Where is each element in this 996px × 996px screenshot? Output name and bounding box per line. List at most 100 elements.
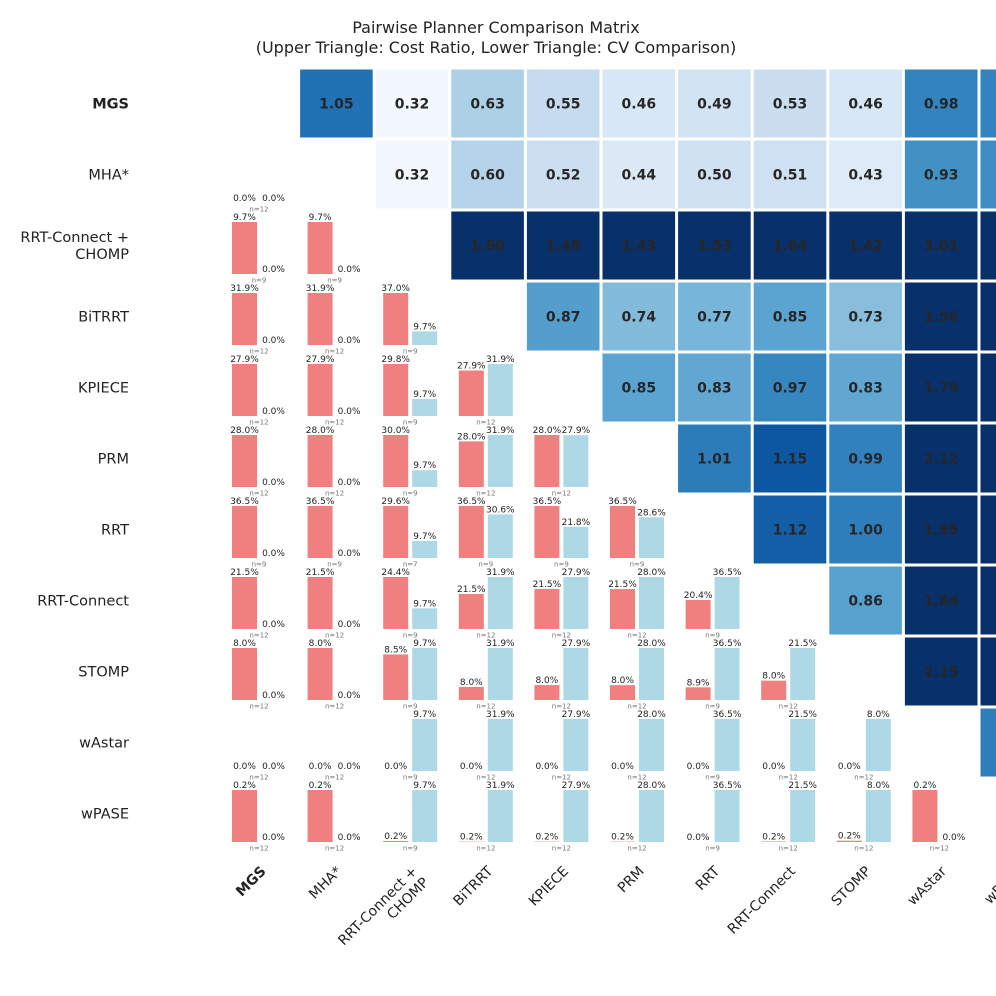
cost-ratio-cell: 0.52 [526, 140, 600, 209]
cost-ratio-cell: 3.04 [980, 211, 996, 280]
cv-label-col-planner: 28.6% [637, 508, 666, 518]
cost-ratio-cell: 1.79 [904, 353, 978, 422]
cv-bar-col-planner [714, 790, 740, 842]
cost-ratio-value: 1.00 [848, 523, 883, 539]
cv-sample-count: n=12 [779, 703, 798, 711]
cv-comparison-cell: 28.0%31.9% n=12 [457, 426, 515, 498]
cv-bar-col-planner [639, 648, 664, 700]
cost-ratio-cell: 1.57 [980, 282, 996, 351]
cost-ratio-cell-fill [980, 211, 996, 280]
cv-comparison-cell: 36.5%30.6% n=9 [457, 497, 515, 569]
cv-bar-col-planner [639, 790, 664, 842]
cost-ratio-cell-fill [451, 69, 524, 138]
cv-sample-count: n=12 [627, 632, 646, 640]
cost-ratio-value: 1.42 [848, 239, 883, 255]
cv-label-col-planner: 0.0% [262, 762, 285, 772]
cv-bar-col-planner [487, 514, 513, 558]
cv-label-row-planner: 37.0% [381, 284, 410, 294]
cv-label-col-planner: 21.5% [788, 639, 817, 649]
cost-ratio-cell-fill [829, 424, 902, 493]
cv-sample-count: n=9 [705, 774, 720, 782]
cv-comparison-cell: 0.0% 27.9% n=12 [535, 710, 590, 782]
cv-comparison-cell: 0.0% 31.9% n=12 [460, 710, 515, 782]
cv-label-row-planner: 0.0% [233, 762, 256, 772]
cost-ratio-cell-fill [829, 353, 902, 422]
cost-ratio-cell-fill [829, 495, 902, 564]
cv-bar-col-planner [563, 719, 589, 771]
cv-bar-row-planner [232, 364, 257, 416]
cost-ratio-cell: 1.05 [300, 69, 373, 138]
cv-comparison-cell: 0.0% 36.5% n=9 [687, 781, 742, 853]
cost-ratio-value: 0.60 [470, 168, 505, 184]
cost-ratio-cell-fill [829, 69, 902, 138]
row-label: RRT-Connect + CHOMP [20, 230, 129, 263]
cv-label-col-planner: 0.0% [262, 194, 285, 204]
cv-bar-row-planner [307, 364, 333, 416]
cv-label-row-planner: 29.8% [381, 355, 410, 365]
cost-ratio-value: 0.46 [848, 97, 883, 113]
cv-comparison-cell: 8.9% 36.5% n=9 [685, 639, 742, 711]
cv-bar-row-planner [458, 441, 484, 487]
cv-sample-count: n=12 [854, 774, 873, 782]
cost-ratio-cell: 0.86 [829, 566, 902, 635]
cost-ratio-cell: 1.56 [904, 282, 978, 351]
cost-ratio-cell: 0.46 [829, 69, 902, 138]
cost-ratio-cell: 0.94 [980, 140, 996, 209]
cv-bar-col-planner [412, 540, 438, 558]
cv-bar-row-planner [232, 648, 257, 700]
cost-ratio-cell-fill [678, 282, 751, 351]
cost-ratio-cell-fill [904, 282, 978, 351]
row-label: RRT [101, 523, 129, 539]
cv-label-row-planner: 0.0% [384, 762, 407, 772]
cv-sample-count: n=12 [325, 703, 344, 711]
cv-label-row-planner: 36.5% [533, 497, 562, 507]
cv-label-col-planner: 31.9% [486, 710, 515, 720]
cost-ratio-cell-fill [829, 566, 902, 635]
cv-label-col-planner: 31.9% [486, 426, 515, 436]
cv-label-col-planner: 9.7% [413, 599, 436, 609]
cv-comparison-cell: 21.5% 0.0% n=12 [230, 568, 285, 640]
column-label: RRT-Connect [725, 863, 799, 937]
cv-label-col-planner: 27.9% [562, 639, 591, 649]
cv-sample-count: n=12 [325, 774, 344, 782]
cv-label-col-planner: 0.0% [262, 833, 285, 843]
cost-ratio-cell: 0.73 [829, 282, 902, 351]
cost-ratio-cell: 0.98 [904, 69, 978, 138]
cost-ratio-cell-fill [678, 211, 751, 280]
cv-label-col-planner: 0.0% [262, 620, 285, 630]
cost-ratio-value: 0.46 [622, 97, 657, 113]
cv-comparison-cell: 0.0% 28.0% n=12 [611, 710, 666, 782]
cost-ratio-value: 0.97 [773, 381, 808, 397]
cv-sample-count: n=9 [478, 561, 493, 569]
cv-sample-count: n=9 [252, 561, 267, 569]
cv-sample-count: n=9 [327, 561, 342, 569]
cv-label-col-planner: 0.0% [338, 762, 361, 772]
cv-bar-row-planner [383, 506, 409, 558]
cv-label-row-planner: 0.0% [233, 194, 256, 204]
cv-bar-col-planner [487, 364, 513, 416]
cost-ratio-cell-fill [753, 211, 827, 280]
cost-ratio-cell-fill [602, 353, 676, 422]
column-label: wPASE [982, 864, 996, 908]
cost-ratio-cell-fill [904, 353, 978, 422]
cv-label-col-planner: 8.0% [867, 710, 890, 720]
cv-label-col-planner: 21.5% [788, 781, 817, 791]
cost-ratio-value: 1.60 [470, 239, 505, 255]
cv-sample-count: n=9 [705, 845, 720, 853]
cv-label-col-planner: 21.5% [788, 710, 817, 720]
cost-ratio-cell-fill [904, 495, 978, 564]
cv-label-row-planner: 8.0% [233, 639, 256, 649]
cv-bar-row-planner [307, 435, 333, 487]
cost-ratio-cell: 1.15 [753, 424, 827, 493]
cost-ratio-cell: 1.84 [904, 566, 978, 635]
cv-bar-row-planner [307, 648, 333, 700]
cv-bar-row-planner [685, 687, 711, 700]
cv-bar-row-planner [232, 435, 257, 487]
cost-ratio-cell-fill [980, 353, 996, 422]
cost-ratio-cell-fill [526, 282, 600, 351]
cv-bar-col-planner [790, 790, 816, 842]
cv-bar-row-planner [458, 370, 484, 416]
cv-comparison-cell: 31.9% 0.0% n=12 [230, 284, 285, 356]
cv-label-col-planner: 31.9% [486, 639, 515, 649]
cv-comparison-cell: 0.2% 9.7% n=9 [383, 781, 438, 853]
